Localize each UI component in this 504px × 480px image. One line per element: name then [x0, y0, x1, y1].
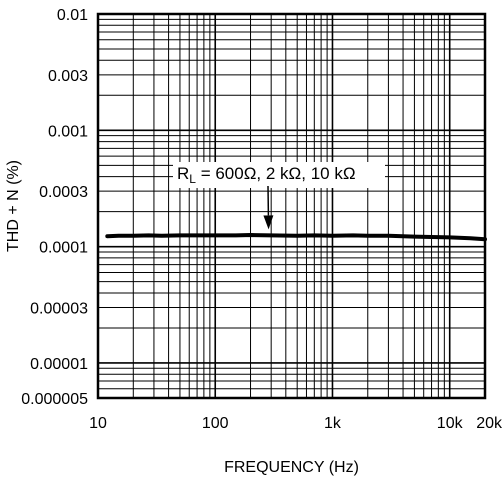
y-tick-label: 0.0001 [39, 240, 88, 257]
y-tick-label: 0.01 [57, 7, 88, 24]
y-tick-label: 0.00001 [30, 356, 88, 373]
annotation-group: RL = 600Ω, 2 kΩ, 10 kΩ [173, 162, 385, 230]
x-tick-labels: 10 100 1k 10k 20k [89, 415, 503, 432]
x-tick-label: 20k [476, 415, 503, 432]
y-axis-title: THD + N (%) [5, 160, 22, 252]
annotation-arrowhead [263, 215, 274, 230]
y-tick-label: 0.003 [48, 68, 88, 85]
annotation-background [173, 162, 385, 188]
annotation-rest: = 600Ω, 2 kΩ, 10 kΩ [196, 164, 356, 183]
y-tick-label: 0.000005 [21, 391, 88, 408]
annotation-label: RL = 600Ω, 2 kΩ, 10 kΩ [177, 164, 356, 186]
series-line [105, 233, 487, 242]
y-tick-label: 0.001 [48, 123, 88, 140]
x-axis-title: FREQUENCY (Hz) [224, 459, 359, 476]
annotation-r: R [177, 164, 189, 183]
x-tick-label: 10 [89, 415, 107, 432]
grid-lines [98, 14, 485, 398]
x-tick-label: 10k [437, 415, 464, 432]
y-tick-labels: 0.01 0.003 0.001 0.0003 0.0001 0.00003 0.00001… [21, 7, 88, 408]
x-tick-label: 100 [202, 415, 229, 432]
y-tick-label: 0.00003 [30, 300, 88, 317]
y-tick-label: 0.0003 [39, 184, 88, 201]
x-tick-label: 1k [324, 415, 342, 432]
plot-frame [96, 12, 487, 400]
annotation-subscript: L [189, 172, 196, 186]
